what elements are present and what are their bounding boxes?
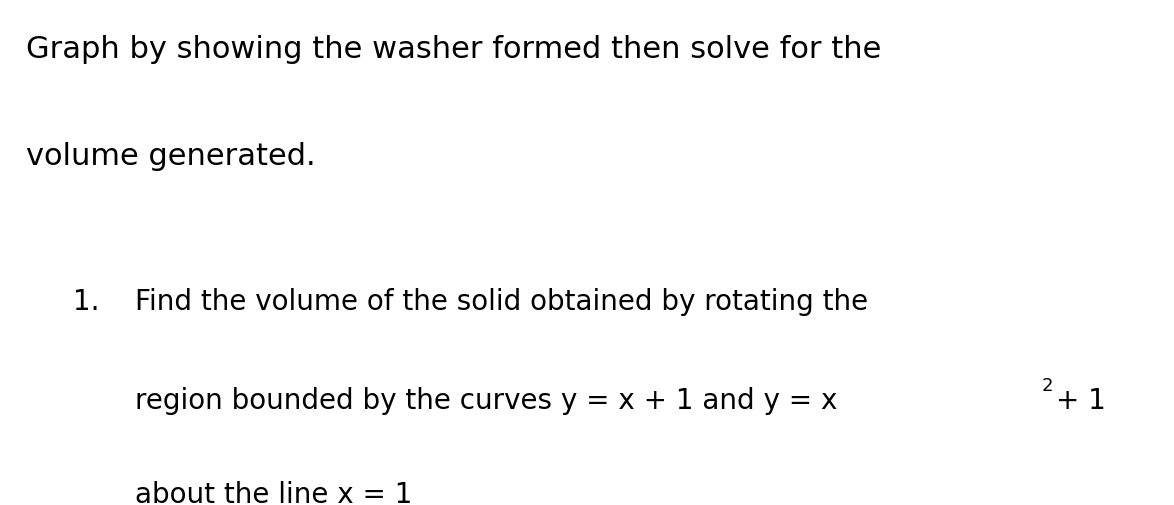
Text: 1.: 1. — [73, 288, 100, 316]
Text: + 1: + 1 — [1057, 386, 1106, 414]
Text: about the line x = 1: about the line x = 1 — [135, 480, 412, 505]
Text: 2: 2 — [1041, 376, 1053, 394]
Text: region bounded by the curves y = x + 1 and y = x: region bounded by the curves y = x + 1 a… — [135, 386, 837, 414]
Text: volume generated.: volume generated. — [26, 141, 316, 170]
Text: Find the volume of the solid obtained by rotating the: Find the volume of the solid obtained by… — [135, 288, 868, 316]
Text: Graph by showing the washer formed then solve for the: Graph by showing the washer formed then … — [26, 35, 882, 64]
